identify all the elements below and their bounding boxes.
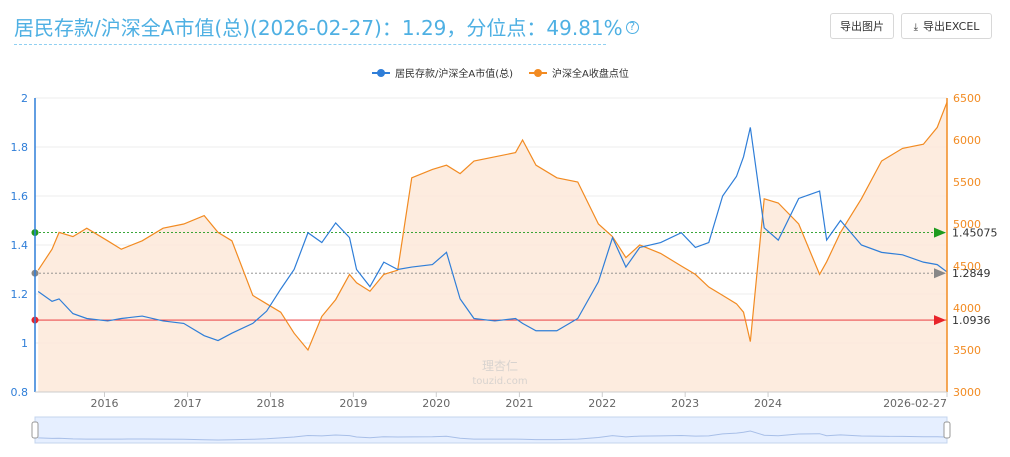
axes: 0.8 1 1.2 1.4 1.6 1.8 2 3000 3500 4000 4500 5000 550… — [11, 92, 982, 410]
left-tick-label: 1.8 — [11, 141, 29, 154]
ratio-line — [37, 127, 948, 342]
legend[interactable]: 居民存款/沪深全A市值(总) 沪深全A收盘点位 — [372, 67, 629, 80]
legend-swatch-dot — [534, 69, 542, 77]
legend-label: 沪深全A收盘点位 — [552, 67, 629, 80]
right-tick-label: 3500 — [953, 344, 981, 357]
left-tick-label: 2 — [21, 92, 28, 105]
right-tick-label: 3000 — [953, 386, 981, 399]
x-tick-label: 2023 — [671, 397, 699, 410]
legend-swatch-dot — [377, 69, 385, 77]
reference-label-low: 1.0936 — [952, 314, 991, 327]
x-tick-label: 2016 — [90, 397, 118, 410]
navigator-line — [38, 430, 948, 441]
reference-arrow-median — [934, 268, 946, 279]
range-navigator[interactable] — [31, 416, 951, 444]
navigator-handle-left — [31, 421, 39, 439]
export-image-button[interactable]: 导出图片 — [830, 13, 894, 39]
reference-lines: 1.45075 1.2849 1.0936 — [31, 227, 998, 327]
chart-title-text: 居民存款/沪深全A市值(总)(2026-02-27)：1.29，分位点：49.8… — [14, 16, 623, 40]
help-icon[interactable]: ? — [625, 21, 639, 34]
chart-title: 居民存款/沪深全A市值(总)(2026-02-27)：1.29，分位点：49.8… — [14, 12, 639, 41]
x-tick-label: 2020 — [422, 397, 450, 410]
reference-label-median: 1.2849 — [952, 267, 991, 280]
x-tick-label: 2019 — [339, 397, 367, 410]
export-excel-label: 导出EXCEL — [922, 20, 980, 33]
right-tick-label: 4000 — [953, 302, 981, 315]
right-tick-label: 5000 — [953, 218, 981, 231]
legend-label: 居民存款/沪深全A市值(总) — [395, 67, 513, 80]
x-tick-label: 2024 — [754, 397, 782, 410]
x-tick-label: 2021 — [505, 397, 533, 410]
left-tick-label: 1.6 — [11, 190, 29, 203]
left-tick-label: 0.8 — [11, 386, 29, 399]
reference-label-high: 1.45075 — [952, 227, 998, 240]
x-tick-label: 2026-02-27 — [883, 397, 947, 410]
left-tick-label: 1 — [21, 337, 28, 350]
title-underline — [14, 44, 606, 45]
index-line — [37, 101, 948, 352]
left-tick-label: 1.2 — [11, 288, 29, 301]
reference-arrow-low — [934, 315, 946, 326]
watermark-logo: 理杏仁 — [482, 359, 518, 373]
x-tick-label: 2018 — [256, 397, 284, 410]
x-tick-label: 2022 — [588, 397, 616, 410]
x-tick-label: 2017 — [174, 397, 202, 410]
index-area — [38, 102, 948, 392]
right-tick-label: 4500 — [953, 260, 981, 273]
left-tick-label: 1.4 — [11, 239, 29, 252]
download-icon: ⤓ — [913, 22, 918, 33]
watermark: 理杏仁 touzid.com — [472, 359, 527, 387]
right-tick-label: 5500 — [953, 176, 981, 189]
right-tick-label: 6500 — [953, 92, 981, 105]
right-tick-label: 6000 — [953, 134, 981, 147]
export-excel-button[interactable]: ⤓ 导出EXCEL — [901, 13, 992, 39]
reference-arrow-high — [934, 227, 946, 238]
navigator-handle-right — [943, 421, 951, 439]
watermark-url: touzid.com — [472, 376, 527, 387]
